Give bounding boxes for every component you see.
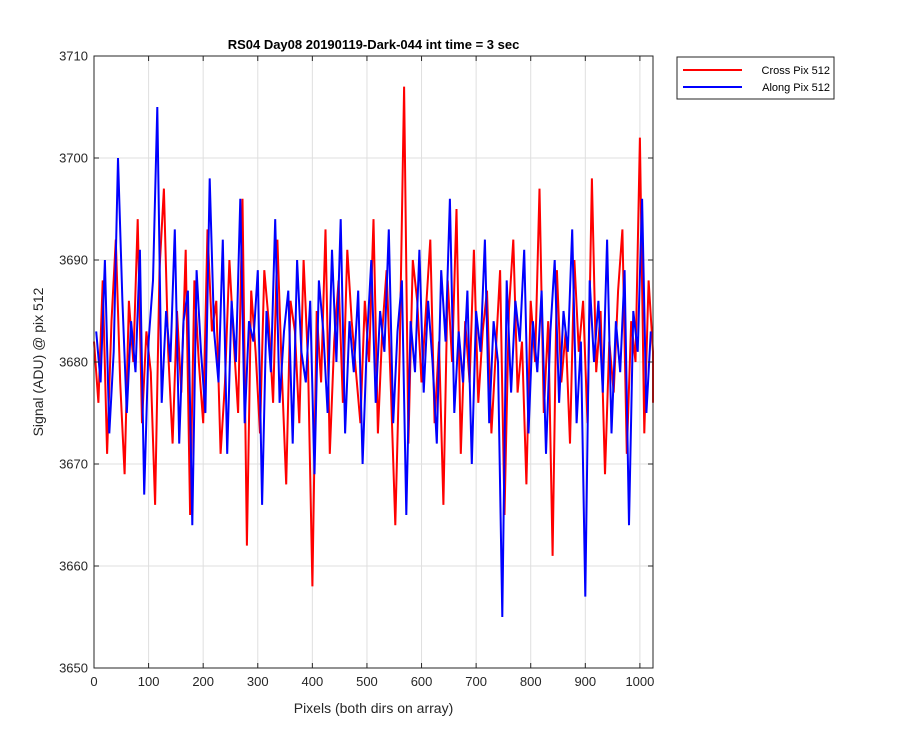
- x-tick-label: 0: [90, 674, 97, 689]
- x-tick-label: 600: [411, 674, 433, 689]
- y-tick-label: 3650: [59, 661, 88, 676]
- legend: Cross Pix 512 Along Pix 512: [676, 56, 835, 100]
- x-tick-label: 700: [465, 674, 487, 689]
- x-tick-label: 300: [247, 674, 269, 689]
- y-tick-label: 3700: [59, 151, 88, 166]
- chart-title: RS04 Day08 20190119-Dark-044 int time = …: [228, 37, 520, 52]
- legend-entry-cross: Cross Pix 512: [762, 65, 830, 77]
- x-tick-label: 400: [302, 674, 324, 689]
- x-tick-label: 900: [574, 674, 596, 689]
- x-tick-label: 500: [356, 674, 378, 689]
- y-tick-label: 3690: [59, 253, 88, 268]
- y-tick-label: 3680: [59, 355, 88, 370]
- series-line-along-pix-512: [95, 106, 652, 618]
- y-tick-label: 3710: [59, 49, 88, 64]
- x-axis-label: Pixels (both dirs on array): [294, 700, 454, 716]
- x-tick-label: 1000: [625, 674, 654, 689]
- ticks: 0 100 200 300 400 500 600 700 800 900 1000 3650 3660…: [59, 49, 654, 690]
- y-axis-label: Signal (ADU) @ pix 512: [30, 287, 46, 436]
- x-tick-label: 800: [520, 674, 542, 689]
- series-line-cross-pix-512: [93, 86, 654, 587]
- x-tick-label: 100: [138, 674, 160, 689]
- data-layer: [93, 86, 654, 618]
- y-tick-label: 3670: [59, 457, 88, 472]
- legend-entry-along: Along Pix 512: [762, 82, 830, 94]
- legend-box: [676, 56, 835, 100]
- x-tick-label: 200: [192, 674, 214, 689]
- y-tick-label: 3660: [59, 559, 88, 574]
